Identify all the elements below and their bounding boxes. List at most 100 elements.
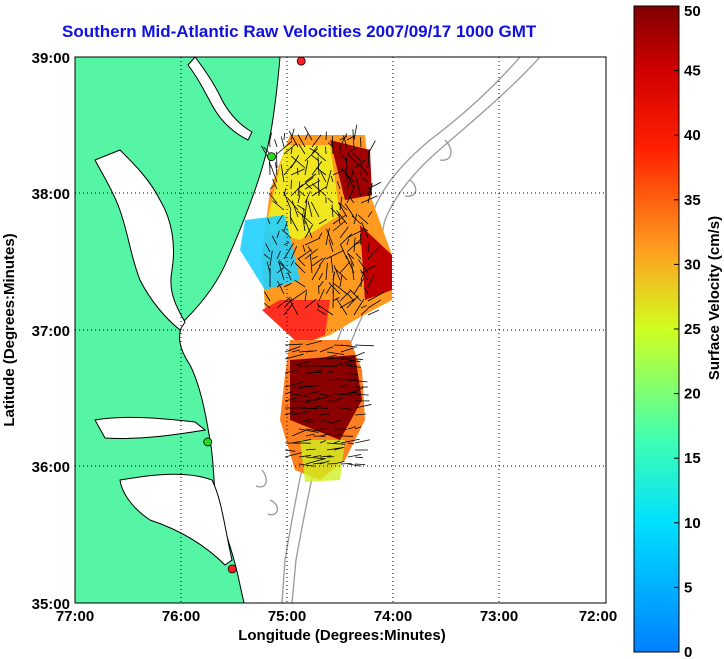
velocity-vector (318, 218, 328, 225)
velocity-vector (339, 226, 349, 239)
velocity-vector (349, 289, 362, 302)
velocity-vector (339, 298, 356, 309)
velocity-vectors (260, 124, 385, 467)
velocity-vector (304, 291, 307, 302)
velocity-vector (284, 381, 305, 388)
velocity-vector (287, 272, 292, 281)
velocity-vector (298, 418, 314, 423)
velocity-vector (297, 194, 301, 204)
velocity-vector (304, 237, 321, 246)
velocity-vector (311, 160, 323, 176)
velocity-vector (333, 265, 341, 281)
velocity-vector (346, 147, 356, 155)
north-station (296, 56, 306, 66)
x-tick-labels: 77:00 76:00 75:00 74:00 73:00 72:00 (56, 608, 617, 625)
velocity-vector (284, 449, 296, 452)
velocity-vector (298, 190, 306, 197)
velocity-vector (290, 245, 298, 260)
velocity-vector (355, 176, 362, 197)
velocity-vector (346, 172, 353, 190)
velocity-vector (269, 184, 276, 190)
velocity-vector (298, 144, 306, 155)
x-tick-label: 76:00 (162, 608, 200, 625)
velocity-vector (312, 395, 329, 402)
velocity-vector (326, 371, 334, 374)
velocity-vector (345, 156, 348, 169)
velocity-vector (347, 252, 355, 267)
velocity-vector (311, 145, 318, 155)
velocity-vector (332, 221, 345, 232)
velocity-vector (354, 344, 374, 347)
velocity-vector (284, 343, 303, 346)
velocity-vector (269, 250, 273, 267)
velocity-vector (283, 221, 288, 232)
velocity-vector (340, 347, 355, 353)
velocity-vector (278, 262, 285, 281)
velocity-vector (333, 360, 353, 367)
velocity-vector (305, 385, 320, 388)
velocity-vector (312, 405, 321, 409)
velocity-vector (304, 133, 309, 141)
velocity-vector (347, 379, 368, 383)
hf-radar-stations (203, 56, 306, 574)
velocity-vector (276, 267, 285, 274)
velocity-vector (316, 308, 327, 316)
velocity-vector (284, 353, 304, 360)
velocity-vector (347, 454, 362, 458)
velocity-vector (298, 407, 319, 410)
velocity-vector (274, 139, 278, 148)
velocity-vector (330, 207, 341, 218)
velocity-vector (346, 295, 359, 309)
velocity-vector (367, 183, 373, 197)
velocity-vector (353, 160, 366, 169)
velocity-vector (298, 454, 312, 458)
colorbar-tick-label: 20 (684, 386, 701, 403)
velocity-vector (347, 426, 357, 430)
velocity-vector (290, 184, 303, 197)
velocity-vector (307, 201, 313, 218)
colorbar-tick-label: 30 (684, 256, 701, 273)
colorbar-tick-label: 50 (684, 3, 701, 20)
velocity-vector (310, 254, 313, 274)
velocity-vector (367, 181, 382, 190)
velocity-vector (263, 253, 271, 260)
velocity-vector (283, 160, 297, 176)
velocity-vector (319, 455, 332, 458)
velocity-vector (305, 391, 320, 395)
velocity-vector (283, 132, 286, 141)
velocity-vector (267, 218, 271, 225)
velocity-vector (291, 200, 299, 218)
colorbar-tick-label: 45 (684, 63, 701, 80)
velocity-vector (319, 393, 333, 397)
velocity-vector (335, 298, 348, 316)
velocity-vector (280, 136, 285, 148)
velocity-vector (297, 249, 312, 260)
velocity-vector (276, 214, 283, 225)
velocity-vector (266, 261, 271, 274)
colorbar-tick-label: 40 (684, 127, 701, 144)
velocity-vector (291, 406, 306, 409)
velocity-vector (326, 442, 346, 445)
velocity-vector (360, 168, 363, 176)
velocity-vector (333, 440, 341, 444)
velocity-vector (317, 304, 334, 316)
velocity-vector (333, 393, 354, 396)
velocity-vector (298, 428, 319, 433)
velocity-vector (304, 180, 321, 190)
velocity-vector (310, 201, 320, 218)
velocity-vector (340, 438, 360, 444)
velocity-vector (337, 181, 341, 190)
velocity-vector (349, 197, 355, 204)
velocity-vector (304, 160, 309, 176)
velocity-vector (339, 196, 343, 211)
velocity-vector (351, 262, 355, 281)
velocity-vector (362, 227, 369, 232)
velocity-vector (277, 280, 285, 295)
velocity-vector (353, 277, 365, 295)
velocity-vector (270, 164, 278, 183)
velocity-vector (317, 177, 320, 197)
delaware-bay (187, 57, 253, 141)
velocity-vector (276, 230, 280, 239)
velocity-vector (353, 298, 365, 316)
